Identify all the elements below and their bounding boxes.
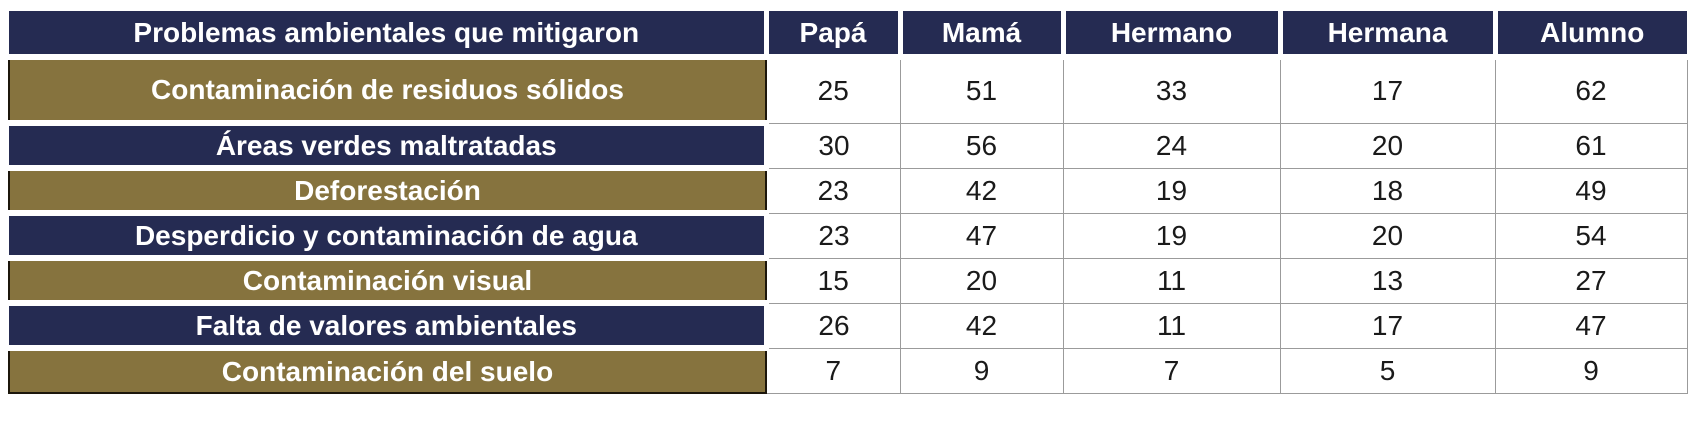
- table-row: Áreas verdes maltratadas 30 56 24 20 61: [9, 120, 1688, 171]
- value-cell: 26: [765, 302, 901, 349]
- value-cell: 11: [1062, 302, 1281, 349]
- row-label: Falta de valores ambientales: [9, 300, 769, 351]
- table-body: Contaminación de residuos sólidos 25 51 33…: [8, 54, 1688, 394]
- row-label: Áreas verdes maltratadas: [9, 120, 769, 171]
- value-cell: 56: [899, 122, 1064, 169]
- value-cell: 54: [1494, 212, 1688, 259]
- value-cell: 23: [765, 167, 901, 214]
- value-cell: 7: [1062, 347, 1281, 394]
- value-cell: 27: [1494, 257, 1688, 304]
- value-cell: 62: [1494, 56, 1688, 124]
- value-cell: 5: [1279, 347, 1496, 394]
- value-cell: 25: [765, 56, 901, 124]
- header-col-hermano: Hermano: [1060, 11, 1280, 60]
- value-cell: 18: [1279, 167, 1496, 214]
- value-cell: 30: [765, 122, 901, 169]
- value-cell: 7: [765, 347, 901, 394]
- value-cell: 47: [1494, 302, 1688, 349]
- table-row: Desperdicio y contaminación de agua 23 47…: [9, 210, 1688, 261]
- header-col-alumno: Alumno: [1492, 11, 1687, 60]
- value-cell: 9: [1494, 347, 1688, 394]
- value-cell: 17: [1279, 302, 1496, 349]
- row-label: Contaminación de residuos sólidos: [8, 54, 767, 126]
- value-cell: 20: [899, 257, 1064, 304]
- value-cell: 19: [1062, 212, 1281, 259]
- table-row: Falta de valores ambientales 26 42 11 17 47: [9, 300, 1688, 351]
- value-cell: 17: [1279, 56, 1496, 124]
- value-cell: 20: [1279, 212, 1496, 259]
- header-col-papa: Papá: [763, 11, 900, 60]
- value-cell: 42: [899, 167, 1064, 214]
- value-cell: 23: [765, 212, 901, 259]
- header-row: Problemas ambientales que mitigaron Papá…: [9, 11, 1687, 60]
- mitigation-table: Problemas ambientales que mitigaron Papá…: [8, 11, 1688, 394]
- value-cell: 51: [899, 56, 1064, 124]
- value-cell: 13: [1279, 257, 1496, 304]
- value-cell: 19: [1062, 167, 1281, 214]
- value-cell: 47: [899, 212, 1064, 259]
- value-cell: 9: [899, 347, 1064, 394]
- header-col-hermana: Hermana: [1277, 11, 1495, 60]
- table-row: Deforestación 23 42 19 18 49: [8, 165, 1688, 216]
- value-cell: 11: [1062, 257, 1281, 304]
- table-row: Contaminación visual 15 20 11 13 27: [8, 255, 1688, 306]
- row-label: Contaminación del suelo: [8, 345, 767, 394]
- table-row: Contaminación de residuos sólidos 25 51 33…: [8, 54, 1688, 126]
- value-cell: 49: [1494, 167, 1688, 214]
- row-label: Contaminación visual: [8, 255, 767, 306]
- header-label-column: Problemas ambientales que mitigaron: [9, 11, 766, 60]
- header-col-mama: Mamá: [897, 11, 1063, 60]
- value-cell: 15: [765, 257, 901, 304]
- value-cell: 42: [899, 302, 1064, 349]
- value-cell: 20: [1279, 122, 1496, 169]
- row-label: Deforestación: [8, 165, 767, 216]
- value-cell: 33: [1062, 56, 1281, 124]
- value-cell: 24: [1062, 122, 1281, 169]
- row-label: Desperdicio y contaminación de agua: [9, 210, 769, 261]
- value-cell: 61: [1494, 122, 1688, 169]
